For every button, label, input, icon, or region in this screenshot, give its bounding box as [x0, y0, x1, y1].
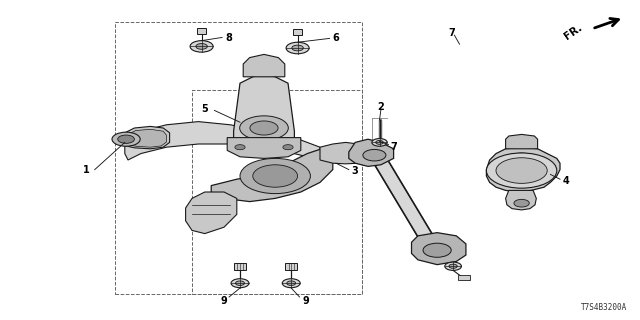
Text: 7: 7 [390, 142, 397, 152]
Text: 9: 9 [303, 296, 309, 306]
Circle shape [240, 158, 310, 194]
Polygon shape [495, 153, 548, 182]
Text: 8: 8 [226, 33, 232, 43]
Text: 7: 7 [449, 28, 455, 38]
Text: 2: 2 [378, 102, 384, 112]
Circle shape [190, 41, 213, 52]
Circle shape [372, 139, 387, 146]
Circle shape [376, 140, 383, 144]
Polygon shape [186, 192, 237, 234]
Circle shape [236, 281, 244, 285]
Circle shape [449, 264, 458, 268]
Polygon shape [227, 138, 301, 158]
Bar [285, 263, 297, 270]
Text: 1: 1 [83, 164, 90, 175]
Polygon shape [125, 122, 320, 160]
Polygon shape [234, 74, 294, 147]
Polygon shape [486, 147, 560, 192]
Circle shape [250, 121, 278, 135]
Polygon shape [506, 134, 538, 149]
Circle shape [118, 135, 134, 143]
Bar [115, 22, 362, 294]
Polygon shape [506, 190, 536, 210]
Text: 5: 5 [202, 104, 208, 115]
Circle shape [253, 165, 298, 187]
Bar [197, 28, 206, 34]
Circle shape [486, 153, 557, 188]
Circle shape [292, 45, 303, 51]
Circle shape [286, 42, 309, 54]
Circle shape [445, 262, 461, 270]
Polygon shape [125, 126, 170, 149]
Circle shape [514, 199, 529, 207]
Circle shape [235, 145, 245, 150]
Text: 6: 6 [333, 33, 339, 44]
Text: 3: 3 [352, 165, 358, 176]
Circle shape [282, 279, 300, 288]
Polygon shape [349, 139, 394, 166]
Bar [293, 29, 302, 35]
Bar [458, 275, 470, 280]
Polygon shape [320, 142, 365, 164]
Text: 9: 9 [221, 296, 227, 306]
Circle shape [231, 279, 249, 288]
Polygon shape [211, 147, 333, 202]
Circle shape [496, 158, 547, 183]
Circle shape [283, 145, 293, 150]
Circle shape [112, 132, 140, 146]
Circle shape [423, 243, 451, 257]
Text: 4: 4 [563, 176, 570, 186]
Circle shape [196, 44, 207, 49]
Polygon shape [412, 233, 466, 265]
Text: T7S4B3200A: T7S4B3200A [581, 303, 627, 312]
Text: FR.: FR. [562, 22, 584, 42]
Circle shape [287, 281, 296, 285]
Polygon shape [373, 160, 437, 245]
Polygon shape [243, 54, 285, 77]
Circle shape [240, 116, 288, 140]
Polygon shape [128, 129, 166, 147]
Bar [192, 90, 362, 294]
Bar [234, 263, 246, 270]
Circle shape [363, 149, 386, 161]
